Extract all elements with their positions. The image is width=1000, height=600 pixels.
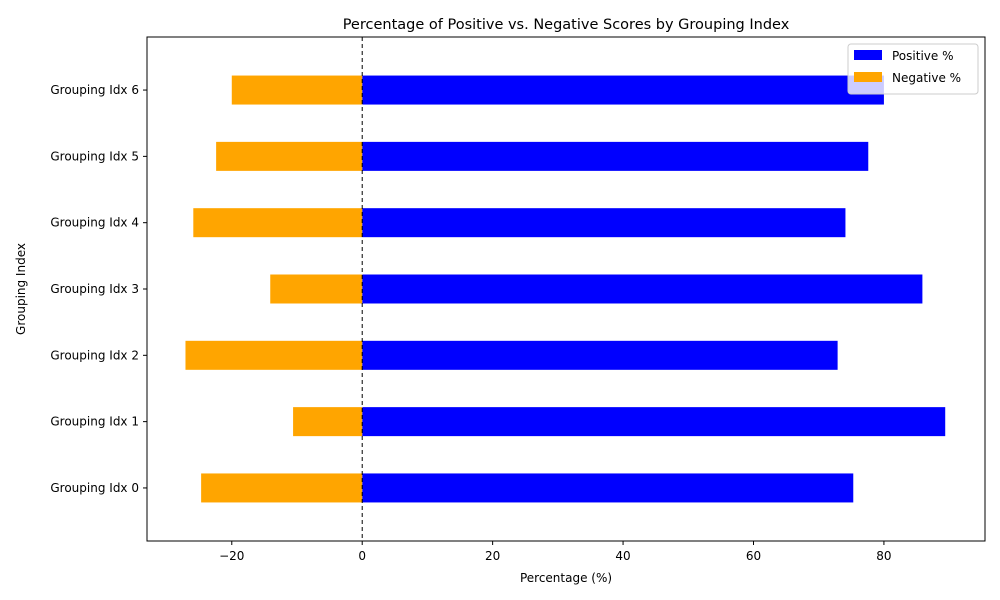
- bar-positive-1: [362, 407, 946, 437]
- bar-negative-2: [185, 340, 363, 370]
- bar-negative-0: [201, 473, 363, 503]
- bar-positive-6: [362, 75, 884, 105]
- bars-layer: [185, 75, 946, 503]
- y-tick-label: Grouping Idx 4: [50, 216, 139, 230]
- bar-positive-5: [362, 141, 869, 171]
- bar-negative-3: [270, 274, 363, 304]
- x-tick-label: 40: [615, 549, 630, 563]
- bar-negative-4: [193, 208, 363, 238]
- bar-negative-1: [293, 407, 363, 437]
- chart-title: Percentage of Positive vs. Negative Scor…: [343, 17, 790, 33]
- legend-swatch-negative: [854, 72, 882, 82]
- legend-swatch-positive: [854, 50, 882, 60]
- legend-label-negative: Negative %: [892, 71, 961, 85]
- bar-negative-6: [231, 75, 363, 105]
- x-axis-title: Percentage (%): [520, 571, 612, 585]
- y-tick-label: Grouping Idx 3: [50, 282, 139, 296]
- legend: Positive % Negative %: [847, 43, 979, 95]
- y-axis-ticks: Grouping Idx 0 Grouping Idx 1 Grouping Idx…: [50, 83, 147, 495]
- x-tick-label: 20: [485, 549, 500, 563]
- bar-negative-5: [216, 141, 363, 171]
- y-tick-label: Grouping Idx 6: [50, 83, 139, 97]
- legend-label-positive: Positive %: [892, 49, 953, 63]
- x-tick-label: 0: [358, 549, 366, 563]
- bar-positive-3: [362, 274, 923, 304]
- y-tick-label: Grouping Idx 2: [50, 348, 139, 362]
- x-tick-label: 60: [746, 549, 761, 563]
- x-axis-ticks: −20 0 20 40 60 80: [219, 541, 892, 563]
- y-tick-label: Grouping Idx 5: [50, 149, 139, 163]
- bar-positive-2: [362, 340, 838, 370]
- bar-positive-0: [362, 473, 854, 503]
- y-tick-label: Grouping Idx 1: [50, 415, 139, 429]
- x-tick-label: 80: [876, 549, 891, 563]
- y-tick-label: Grouping Idx 0: [50, 481, 139, 495]
- bar-positive-4: [362, 208, 846, 238]
- y-axis-title: Grouping Index: [14, 243, 28, 335]
- x-tick-label: −20: [219, 549, 244, 563]
